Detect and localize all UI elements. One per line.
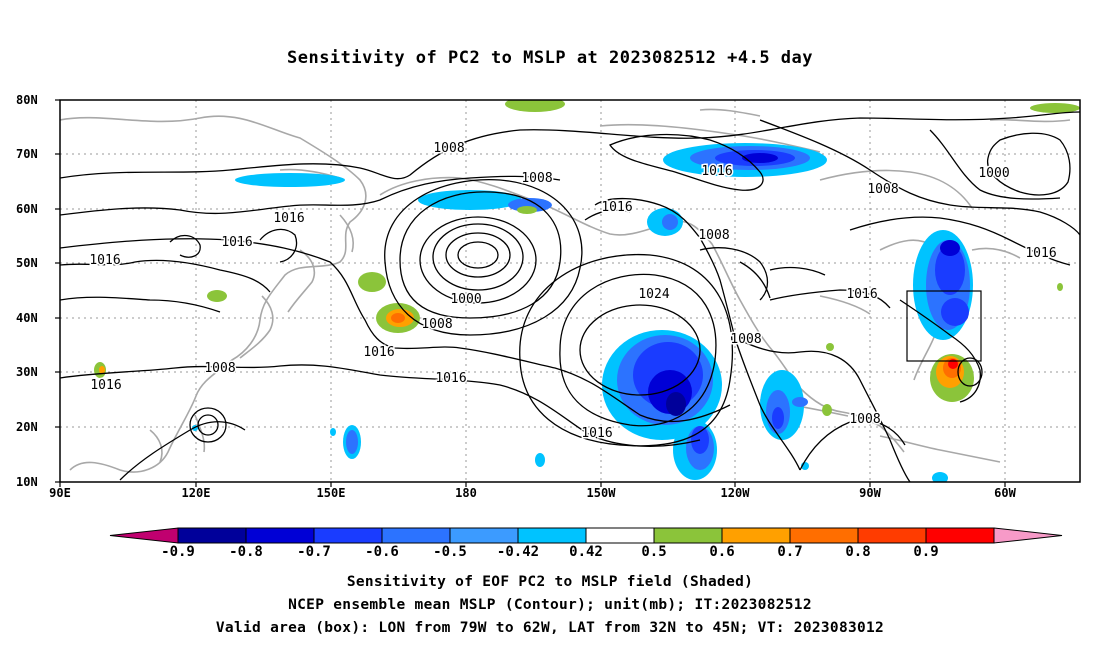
lat-label-80n: 80N	[16, 93, 38, 107]
lat-label-10n: 10N	[16, 475, 38, 489]
colorbar-label: -0.7	[297, 544, 331, 560]
lon-label-150w: 150W	[586, 486, 616, 500]
colorbar-segment	[653, 527, 723, 544]
contour-label: 1016	[363, 345, 394, 360]
colorbar-label: 0.9	[913, 544, 939, 560]
lon-label-120e: 120E	[181, 486, 211, 500]
colorbar	[109, 527, 1063, 544]
colorbar-segment	[449, 527, 519, 544]
lon-label-180: 180	[455, 486, 477, 500]
contour-label: 1016	[89, 253, 120, 268]
contour-label: 1024	[638, 287, 669, 302]
lat-label-40n: 40N	[16, 311, 38, 325]
colorbar-under-triangle	[109, 527, 179, 544]
lat-label-70n: 70N	[16, 147, 38, 161]
colorbar-label: 0.5	[641, 544, 667, 560]
contour-label: 1016	[846, 287, 877, 302]
contour-label: 1008	[698, 228, 729, 243]
colorbar-segment	[517, 527, 587, 544]
colorbar-label: 0.42	[569, 544, 603, 560]
colorbar-label: -0.42	[496, 544, 540, 560]
colorbar-segment	[925, 527, 995, 544]
lon-label-120w: 120W	[720, 486, 750, 500]
lon-label-150e: 150E	[316, 486, 346, 500]
colorbar-label: -0.8	[229, 544, 263, 560]
colorbar-segment	[313, 527, 383, 544]
contour-label: 1008	[730, 332, 761, 347]
contour-label: 1008	[421, 317, 452, 332]
contour-label: 1016	[273, 211, 304, 226]
contour-label: 1008	[730, 332, 761, 347]
contour-label: 1008	[204, 361, 235, 376]
colorbar-segment	[585, 527, 655, 544]
colorbar-label: -0.9	[161, 544, 195, 560]
coastlines	[60, 108, 1071, 473]
contour-label: 1008	[521, 171, 552, 186]
contour-label: 1016	[221, 235, 252, 250]
colorbar-over-triangle	[993, 527, 1063, 544]
caption-shaded: Sensitivity of EOF PC2 to MSLP field (Sh…	[346, 574, 754, 590]
caption-contour: NCEP ensemble mean MSLP (Contour); unit(…	[288, 597, 812, 613]
colorbar-segment	[857, 527, 927, 544]
contour-label: 1016	[1025, 246, 1056, 261]
colorbar-label: 0.6	[709, 544, 735, 560]
mslp-contours	[60, 111, 1080, 482]
colorbar-label: -0.6	[365, 544, 399, 560]
caption-valid-area: Valid area (box): LON from 79W to 62W, L…	[215, 620, 885, 636]
contour-label: 1016	[581, 426, 612, 441]
lon-label-90e: 90E	[49, 486, 71, 500]
contour-label: 1016	[1025, 246, 1056, 261]
colorbar-label: -0.5	[433, 544, 467, 560]
colorbar-segment	[789, 527, 859, 544]
colorbar-segment	[381, 527, 451, 544]
contour-label: 1008	[867, 182, 898, 197]
contour-label: 1000	[450, 292, 481, 307]
lat-label-20n: 20N	[16, 420, 38, 434]
colorbar-label: 0.8	[845, 544, 871, 560]
colorbar-label: 0.7	[777, 544, 803, 560]
lat-label-30n: 30N	[16, 365, 38, 379]
colorbar-segment	[721, 527, 791, 544]
lon-label-60w: 60W	[994, 486, 1016, 500]
axis-ticks	[55, 99, 1006, 487]
map-title: Sensitivity of PC2 to MSLP at 2023082512…	[286, 48, 813, 68]
contour-label: 1016	[701, 164, 732, 179]
contour-label: 1016	[601, 200, 632, 215]
contour-label: 1008	[849, 412, 880, 427]
colorbar-segment	[245, 527, 315, 544]
contour-label: 1016	[435, 371, 466, 386]
contour-label: 1000	[978, 166, 1009, 181]
shaded-sensitivity	[94, 100, 1080, 482]
contour-label: 1016	[90, 378, 121, 393]
contour-label: 1008	[433, 141, 464, 156]
contour-labels: 1008 1016 1016 1016 1016 1008 1016 1008 1000 1008…	[88, 140, 1058, 443]
lat-label-60n: 60N	[16, 202, 38, 216]
lon-label-90w: 90W	[859, 486, 881, 500]
lat-label-50n: 50N	[16, 256, 38, 270]
colorbar-segment	[177, 527, 247, 544]
valid-area-box	[906, 290, 982, 362]
